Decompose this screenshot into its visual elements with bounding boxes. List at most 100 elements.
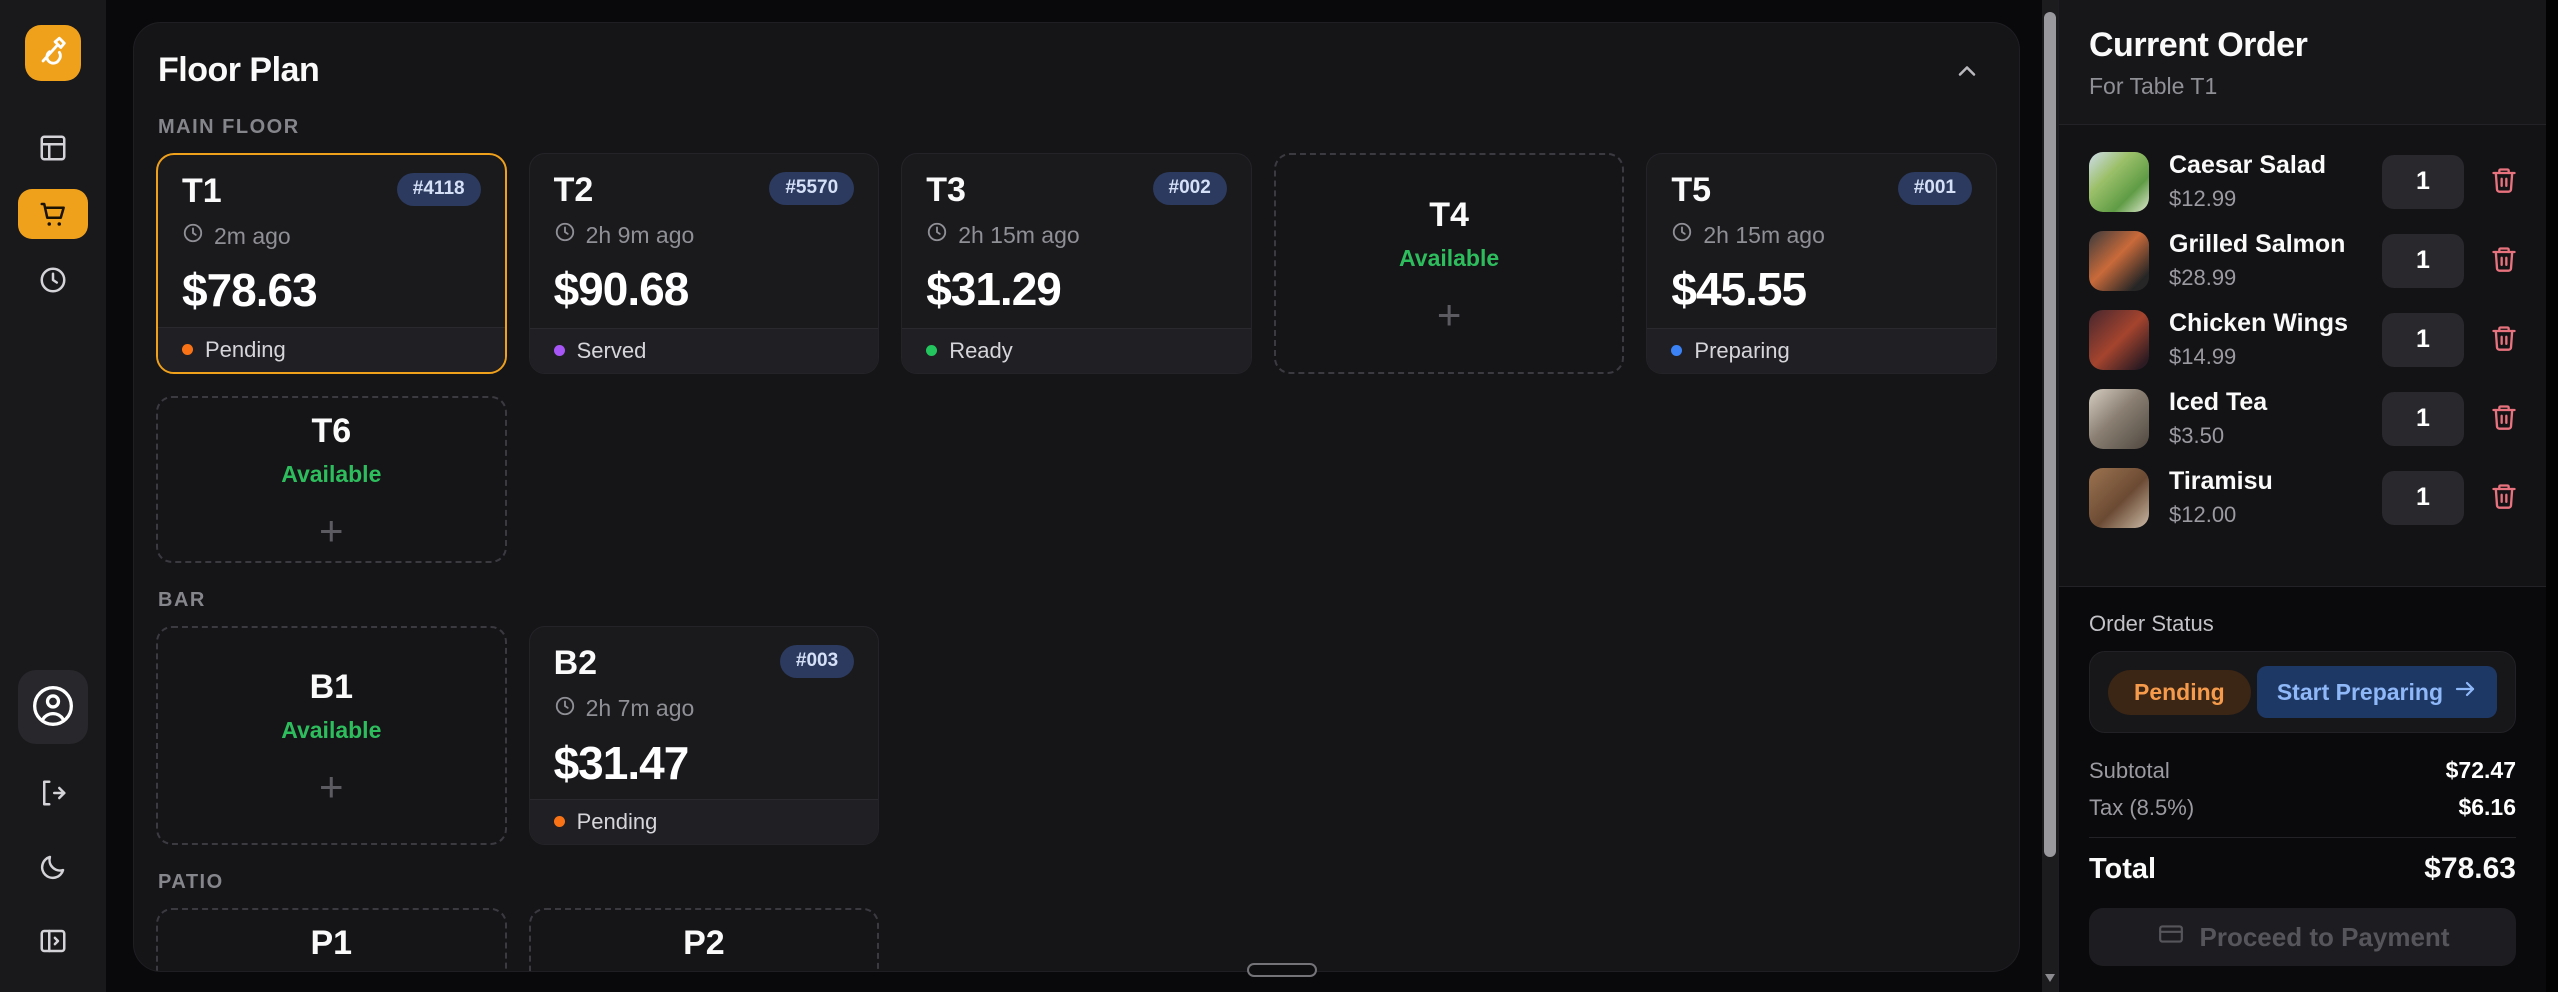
table-id: B1 — [309, 667, 354, 706]
app-logo — [25, 25, 81, 81]
item-price: $12.00 — [2169, 502, 2237, 527]
total-label: Total — [2089, 852, 2157, 885]
item-photo — [2089, 388, 2149, 449]
plus-icon: + — [1436, 290, 1462, 338]
table-time: 2h 15m ago — [958, 221, 1080, 248]
status-dot — [553, 345, 565, 357]
floor-plan-panel: Floor Plan MAIN FLOOR T1 #4118 — [133, 22, 2020, 972]
totals-divider — [2089, 837, 2516, 838]
table-amount: $78.63 — [182, 264, 318, 317]
item-name: Iced Tea — [2169, 388, 2268, 416]
table-card-p1[interactable]: P1 Available + — [156, 907, 507, 971]
user-avatar[interactable] — [18, 670, 88, 744]
main-area: Floor Plan MAIN FLOOR T1 #4118 — [106, 0, 2042, 992]
table-card-t3[interactable]: T3 #002 2h 15m ago $31.29 Ready — [901, 153, 1252, 374]
proceed-to-payment-button[interactable]: Proceed to Payment — [2089, 908, 2516, 966]
table-time: 2m ago — [214, 222, 291, 249]
quantity-stepper[interactable]: 1 — [2382, 470, 2464, 525]
order-item-row: Caesar Salad $12.99 1 — [2089, 151, 2518, 212]
order-number-badge: #001 — [1897, 172, 1972, 205]
clock-icon — [38, 265, 68, 295]
table-card-t1[interactable]: T1 #4118 2m ago $78.63 Pending — [156, 153, 507, 374]
table-id: T5 — [1671, 171, 1712, 209]
quantity-stepper[interactable]: 1 — [2382, 233, 2464, 288]
start-preparing-button[interactable]: Start Preparing — [2256, 666, 2497, 718]
sidebar-item-orders[interactable] — [18, 189, 88, 239]
table-id: P1 — [310, 923, 353, 962]
logout-button[interactable] — [18, 768, 88, 818]
delete-item-button[interactable] — [2490, 402, 2518, 435]
item-price: $28.99 — [2169, 265, 2237, 290]
status-dot — [926, 345, 938, 357]
trash-icon — [2490, 244, 2518, 277]
panel-toggle-button[interactable] — [18, 916, 88, 966]
order-item-row: Tiramisu $12.00 1 — [2089, 467, 2518, 528]
item-name: Tiramisu — [2169, 467, 2273, 495]
sidebar-item-dashboard[interactable] — [18, 123, 88, 173]
dark-mode-toggle[interactable] — [18, 842, 88, 892]
quantity-stepper[interactable]: 1 — [2382, 391, 2464, 446]
table-id: P2 — [683, 923, 725, 962]
status-dot — [182, 344, 193, 356]
order-item-row: Grilled Salmon $28.99 1 — [2089, 230, 2518, 291]
quantity-stepper[interactable]: 1 — [2382, 154, 2464, 209]
shopping-cart-icon — [38, 199, 68, 229]
sidebar-item-history[interactable] — [18, 255, 88, 305]
plus-icon: + — [319, 762, 344, 810]
item-photo — [2089, 230, 2149, 291]
table-grid-bar: B1 Available + B2 #003 2h 7m ago — [156, 626, 1997, 845]
table-amount: $90.68 — [553, 263, 690, 316]
clock-icon — [554, 695, 576, 723]
logout-icon — [38, 778, 68, 808]
scrollbar-down-arrow-icon[interactable] — [2045, 974, 2055, 982]
page-title: Floor Plan — [158, 51, 320, 89]
table-card-t6[interactable]: T6 Available + — [156, 395, 507, 564]
table-card-t2[interactable]: T2 #5570 2h 9m ago $90.68 Served — [528, 153, 880, 374]
table-card-b2[interactable]: B2 #003 2h 7m ago $31.47 Pending — [528, 626, 880, 845]
item-name: Grilled Salmon — [2169, 230, 2346, 258]
table-amount: $31.29 — [926, 263, 1062, 316]
table-time: 2h 7m ago — [585, 695, 695, 722]
table-amount: $45.55 — [1671, 263, 1807, 316]
status-text: Pending — [205, 336, 286, 362]
table-amount: $31.47 — [553, 736, 690, 789]
order-summary-section: Order Status Pending Start Preparing Sub… — [2059, 586, 2546, 992]
total-value: $78.63 — [2424, 852, 2516, 885]
delete-item-button[interactable] — [2490, 165, 2518, 198]
table-id: T3 — [926, 171, 966, 209]
delete-item-button[interactable] — [2490, 323, 2518, 356]
delete-item-button[interactable] — [2490, 244, 2518, 277]
vertical-scrollbar-thumb[interactable] — [2044, 12, 2056, 857]
trash-icon — [2490, 323, 2518, 356]
item-price: $12.99 — [2169, 186, 2237, 211]
clock-icon — [554, 221, 576, 249]
order-totals: Subtotal $72.47 Tax (8.5%) $6.16 Total $… — [2089, 757, 2516, 886]
credit-card-icon — [2156, 921, 2186, 954]
trash-icon — [2490, 165, 2518, 198]
window-edge — [2546, 0, 2558, 992]
clock-icon — [182, 222, 204, 250]
table-card-t5[interactable]: T5 #001 2h 15m ago $45.55 Preparing — [1646, 153, 1997, 374]
table-card-t4[interactable]: T4 Available + — [1273, 153, 1625, 374]
status-badge: Pending — [2108, 669, 2251, 715]
subtotal-label: Subtotal — [2089, 757, 2170, 783]
collapse-panel-button[interactable] — [1947, 51, 1987, 94]
order-number-badge: #5570 — [769, 172, 855, 205]
table-time: 2h 15m ago — [1703, 221, 1825, 248]
section-label-main-floor: MAIN FLOOR — [158, 116, 300, 138]
item-price: $14.99 — [2169, 344, 2237, 369]
chevron-up-icon — [1953, 66, 1981, 88]
horizontal-scrollbar-thumb[interactable] — [1247, 963, 1317, 977]
tax-label: Tax (8.5%) — [2089, 794, 2195, 820]
clock-icon — [1671, 221, 1693, 249]
table-card-b1[interactable]: B1 Available + — [156, 626, 507, 845]
delete-item-button[interactable] — [2490, 481, 2518, 514]
item-price: $3.50 — [2169, 423, 2225, 448]
item-name: Chicken Wings — [2169, 309, 2348, 337]
table-card-p2[interactable]: P2 Available + — [528, 907, 880, 971]
trash-icon — [2490, 402, 2518, 435]
quantity-stepper[interactable]: 1 — [2382, 312, 2464, 367]
status-text: Preparing — [1694, 337, 1790, 363]
available-label: Available — [281, 460, 382, 487]
table-grid-patio: P1 Available + P2 Available + — [156, 907, 1997, 971]
